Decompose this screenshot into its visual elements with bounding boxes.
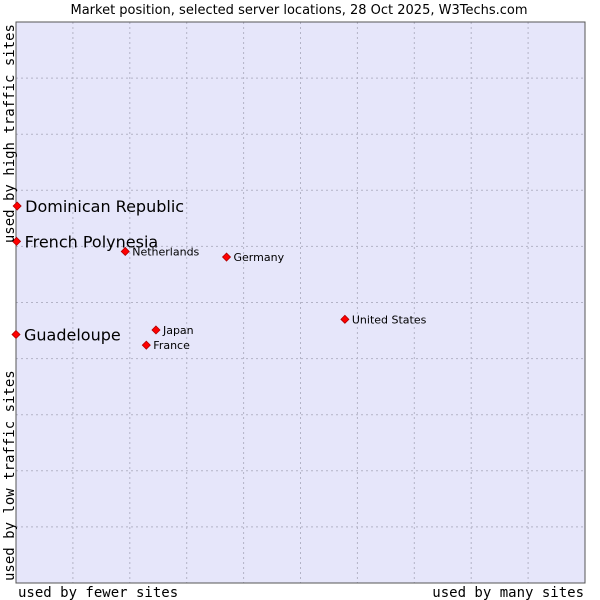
grid-lines (16, 22, 585, 583)
y-axis-label-high: used by high traffic sites (2, 24, 18, 243)
point-label-french-polynesia: French Polynesia (25, 232, 159, 251)
point-label-germany: Germany (234, 251, 285, 264)
point-marker-germany (221, 252, 232, 262)
point-marker-france (141, 340, 151, 350)
point-label-netherlands: Netherlands (132, 245, 199, 258)
point-label-guadeloupe: Guadeloupe (24, 325, 121, 344)
chart-title: Market position, selected server locatio… (70, 3, 527, 18)
point-marker-united-states (340, 314, 350, 324)
point-marker-guadeloupe (11, 329, 21, 340)
plot-border (15, 21, 586, 584)
point-label-dominican-republic: Dominican Republic (25, 197, 184, 216)
data-points: Dominican Republic French Polynesia Guadel… (11, 197, 427, 352)
point-label-france: France (153, 339, 190, 352)
point-label-japan: Japan (162, 324, 194, 337)
point-label-united-states: United States (352, 313, 427, 326)
point-marker-netherlands (120, 246, 130, 257)
y-axis-label-low: used by low traffic sites (2, 370, 18, 581)
point-marker-japan (151, 325, 161, 335)
x-axis-label-high: used by many sites (432, 585, 584, 600)
point-marker-french-polynesia (12, 236, 22, 246)
point-marker-dominican-republic (12, 201, 22, 211)
x-axis-label-low: used by fewer sites (18, 585, 178, 600)
